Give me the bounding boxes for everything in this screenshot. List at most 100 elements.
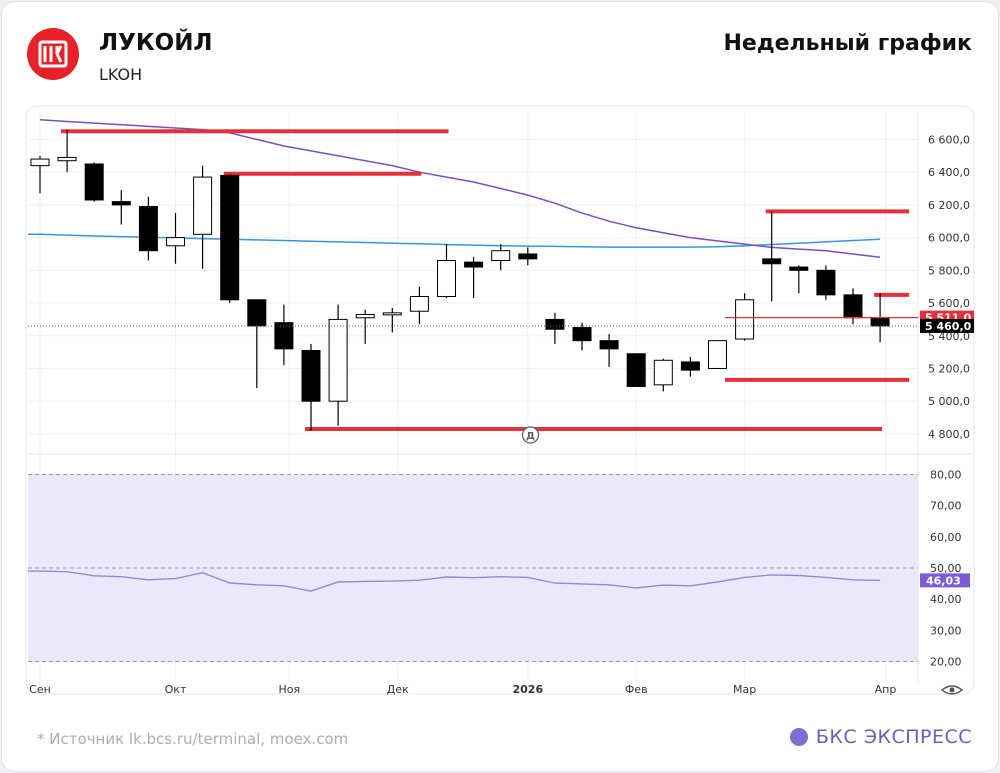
price-tick-label: 5 000,0 xyxy=(928,395,970,408)
brand-logo: БКС ЭКСПРЕСС xyxy=(789,726,972,748)
candle xyxy=(464,257,484,299)
candle-body xyxy=(220,174,240,301)
candle xyxy=(680,357,700,377)
rsi-tick-label: 80,00 xyxy=(930,468,962,481)
price-chart[interactable]: 6 600,0 6 400,0 6 200,0 6 000,0 5 800,0 5 600… xyxy=(2,102,998,702)
candle-body xyxy=(545,318,565,330)
candle-body xyxy=(138,206,158,252)
price-tick-label: 5 600,0 xyxy=(928,297,970,310)
rsi-tick-label: 20,00 xyxy=(930,656,962,669)
x-tick-label: Апр xyxy=(875,683,897,696)
price-tick-label: 5 400,0 xyxy=(928,330,970,343)
candle-body xyxy=(84,163,104,201)
plot-frame xyxy=(25,105,975,695)
candle xyxy=(247,299,267,389)
candle xyxy=(301,343,321,431)
candle xyxy=(572,322,592,351)
candle xyxy=(57,129,77,173)
rsi-value-tag-bg xyxy=(920,573,970,588)
x-tick-label: 2026 xyxy=(512,683,543,696)
price-tick-label: 5 200,0 xyxy=(928,362,970,375)
rsi-tick-label: 50,00 xyxy=(930,562,962,575)
x-tick-label: Сен xyxy=(29,683,51,696)
lukoil-logo xyxy=(27,28,79,80)
rsi-tick-label: 60,00 xyxy=(930,531,962,544)
price-tag-label: 5 460,0 xyxy=(925,320,972,333)
rsi-tick-label: 70,00 xyxy=(930,500,962,513)
rsi-tick-label: 40,00 xyxy=(930,593,962,606)
candle xyxy=(138,196,158,261)
rsi-line xyxy=(28,570,881,592)
candle xyxy=(328,304,348,426)
candle xyxy=(545,312,565,344)
candle xyxy=(599,334,619,367)
candle xyxy=(30,155,50,194)
candle-body xyxy=(464,261,484,268)
candle-body xyxy=(599,340,619,350)
candle xyxy=(355,309,375,344)
rsi-value-tag-label: 46,03 xyxy=(926,574,961,587)
candle xyxy=(220,173,240,304)
candle-body xyxy=(708,340,727,369)
candle-body xyxy=(111,201,131,206)
candle xyxy=(518,247,538,266)
candle xyxy=(409,286,429,325)
candle xyxy=(735,293,755,341)
price-tag-bg xyxy=(920,318,974,333)
chart-timeframe-title: Недельный график xyxy=(723,31,972,56)
candle-body xyxy=(30,158,50,167)
candle-body xyxy=(762,258,782,265)
candle-body xyxy=(518,253,538,260)
price-tick-label: 6 000,0 xyxy=(928,232,970,245)
ticker-code: LKOH xyxy=(99,65,143,84)
x-tick-label: Окт xyxy=(165,683,187,696)
candle xyxy=(626,353,646,387)
candle-body xyxy=(193,176,213,235)
candle-body xyxy=(355,313,375,319)
price-tick-label: 4 800,0 xyxy=(928,428,970,441)
candle-body xyxy=(301,349,321,402)
candle-body xyxy=(409,295,429,312)
candle-body xyxy=(735,299,755,340)
candle-body xyxy=(274,322,294,350)
x-tick-label: Фев xyxy=(625,683,648,696)
candle xyxy=(653,358,673,392)
company-name: ЛУКОЙЛ xyxy=(99,30,213,56)
candle-body xyxy=(491,250,511,262)
eye-icon[interactable] xyxy=(940,685,964,695)
rsi-tick-label: 30,00 xyxy=(930,624,962,637)
price-tag: 5 460,0 xyxy=(920,318,974,333)
price-tick-label: 6 600,0 xyxy=(928,133,970,146)
price-tick-label: 6 400,0 xyxy=(928,166,970,179)
candle-body xyxy=(870,317,890,327)
candle xyxy=(166,213,185,264)
candle xyxy=(274,304,294,366)
candle-body xyxy=(789,266,809,271)
candle-body xyxy=(437,260,456,297)
candle-body xyxy=(816,269,836,296)
x-tick-label: Дек xyxy=(387,683,409,696)
brand-icon xyxy=(789,728,808,746)
candle xyxy=(789,265,809,294)
candle-body xyxy=(626,353,646,387)
brand-name: БКС ЭКСПРЕСС xyxy=(815,726,972,748)
candle xyxy=(437,244,456,299)
candle-body xyxy=(382,312,402,316)
candle xyxy=(84,162,104,202)
x-tick-label: Ноя xyxy=(279,683,301,696)
candle xyxy=(111,190,131,225)
price-tick-label: 6 200,0 xyxy=(928,199,970,212)
dividend-marker-label: Д xyxy=(526,431,535,442)
candle-body xyxy=(843,294,863,319)
candle xyxy=(382,307,402,333)
dividend-marker[interactable]: Д xyxy=(521,426,540,444)
candle-body xyxy=(247,299,267,327)
candle xyxy=(708,340,727,369)
candle-body xyxy=(572,327,592,342)
candle xyxy=(816,265,836,300)
source-note: * Источник lk.bcs.ru/terminal, moex.com xyxy=(37,730,349,748)
candle xyxy=(193,165,213,269)
candle-body xyxy=(57,156,77,162)
x-tick-label: Мар xyxy=(733,683,756,696)
